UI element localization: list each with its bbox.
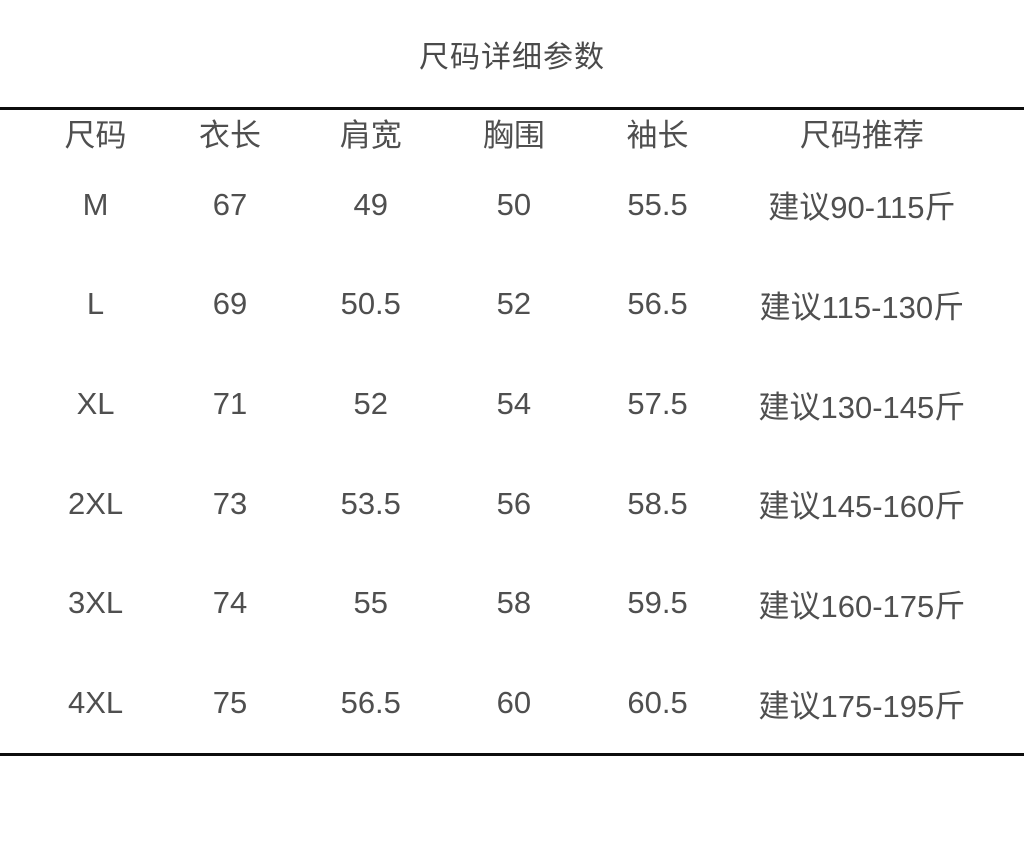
header-size-recommendation: 尺码推荐 bbox=[799, 118, 924, 153]
table-row: 3XL 74 55 58 59.5 建议160-175斤 bbox=[30, 554, 994, 654]
table-row: 4XL 75 56.5 60 60.5 建议175-195斤 bbox=[30, 653, 994, 753]
table-cell: 58.5 bbox=[627, 485, 688, 521]
table-header-row: 尺码 衣长 肩宽 胸围 袖长 尺码推荐 bbox=[30, 110, 994, 155]
table-cell-recommendation: 建议145-160斤 bbox=[758, 489, 966, 525]
table-cell: 56 bbox=[496, 485, 532, 521]
title-bar: 尺码详细参数 bbox=[0, 0, 1024, 107]
table-cell: 56.5 bbox=[627, 286, 688, 322]
table-cell-recommendation: 建议175-195斤 bbox=[758, 688, 966, 724]
table-cell: 55.5 bbox=[627, 186, 688, 222]
size-table-container: 尺码 衣长 肩宽 胸围 袖长 尺码推荐 M 67 49 50 55.5 建议90… bbox=[0, 107, 1024, 756]
header-garment-length: 衣长 bbox=[199, 118, 262, 153]
table-cell: 59.5 bbox=[627, 585, 688, 621]
table-cell: 73 bbox=[212, 485, 248, 521]
table-cell-recommendation: 建议115-130斤 bbox=[759, 289, 965, 325]
table-cell-size: XL bbox=[76, 386, 115, 422]
table-cell: 60 bbox=[496, 685, 532, 721]
table-cell: 56.5 bbox=[340, 685, 401, 721]
table-cell: 58 bbox=[496, 585, 532, 621]
table-cell-recommendation: 建议90-115斤 bbox=[768, 190, 956, 226]
table-cell-size: 3XL bbox=[67, 585, 124, 621]
table-cell: 50 bbox=[496, 186, 532, 222]
table-cell: 49 bbox=[353, 186, 388, 222]
table-cell-size: L bbox=[86, 286, 105, 322]
table-cell: 60.5 bbox=[627, 685, 688, 721]
table-cell: 53.5 bbox=[340, 485, 401, 521]
table-cell-recommendation: 建议130-145斤 bbox=[758, 389, 966, 425]
header-shoulder-width: 肩宽 bbox=[339, 118, 402, 153]
table-cell: 54 bbox=[496, 386, 532, 422]
table-cell: 55 bbox=[353, 585, 388, 621]
table-cell: 75 bbox=[212, 685, 248, 721]
table-cell: 67 bbox=[212, 186, 248, 222]
table-cell: 71 bbox=[212, 386, 248, 422]
table-cell-size: 2XL bbox=[67, 485, 124, 521]
table-cell: 74 bbox=[212, 585, 248, 621]
header-chest: 胸围 bbox=[482, 118, 545, 153]
table-cell-size: 4XL bbox=[67, 685, 124, 721]
table-cell: 52 bbox=[496, 286, 532, 322]
table-cell-size: M bbox=[82, 186, 109, 222]
size-table: 尺码 衣长 肩宽 胸围 袖长 尺码推荐 M 67 49 50 55.5 建议90… bbox=[30, 110, 994, 753]
table-row: L 69 50.5 52 56.5 建议115-130斤 bbox=[30, 255, 994, 355]
table-cell: 69 bbox=[212, 286, 248, 322]
table-cell: 57.5 bbox=[627, 386, 688, 422]
header-size: 尺码 bbox=[64, 118, 127, 153]
table-cell-recommendation: 建议160-175斤 bbox=[758, 588, 966, 624]
bottom-spacer bbox=[0, 756, 1024, 852]
table-cell: 50.5 bbox=[340, 286, 401, 322]
table-row: 2XL 73 53.5 56 58.5 建议145-160斤 bbox=[30, 454, 994, 554]
page-title: 尺码详细参数 bbox=[419, 40, 605, 74]
header-sleeve-length: 袖长 bbox=[626, 118, 689, 153]
table-row: M 67 49 50 55.5 建议90-115斤 bbox=[30, 155, 994, 255]
table-row: XL 71 52 54 57.5 建议130-145斤 bbox=[30, 354, 994, 454]
table-cell: 52 bbox=[353, 386, 388, 422]
